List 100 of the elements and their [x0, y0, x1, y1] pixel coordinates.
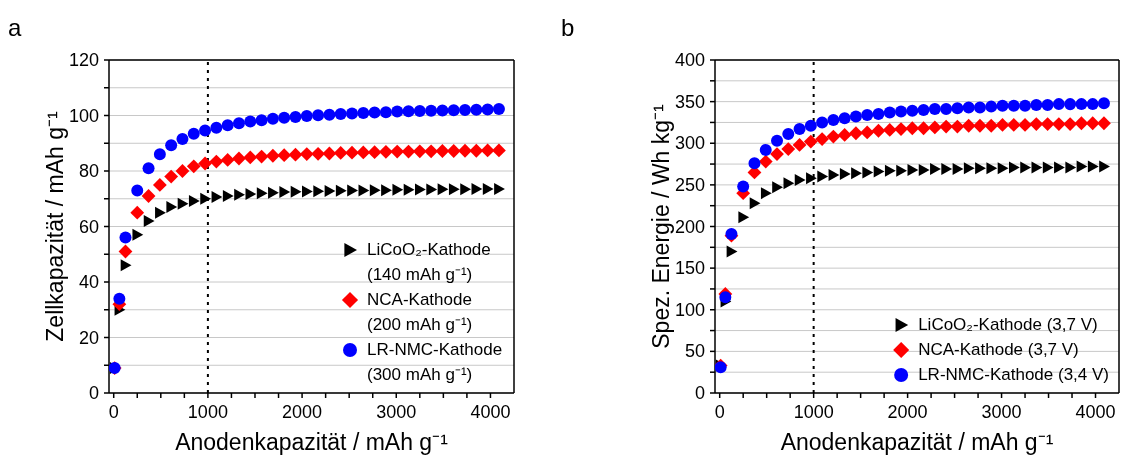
- point: [1064, 98, 1077, 111]
- x-tick-label: 1000: [793, 402, 834, 422]
- point: [210, 121, 223, 134]
- point: [783, 177, 795, 190]
- point: [815, 132, 830, 146]
- point: [927, 120, 942, 135]
- point: [186, 159, 201, 174]
- point: [299, 147, 314, 161]
- y-tick-label: 20: [78, 327, 99, 348]
- x-tick-label: 3000: [981, 402, 1022, 422]
- point: [928, 103, 941, 116]
- point: [402, 105, 415, 118]
- point: [872, 108, 885, 121]
- point: [759, 143, 772, 156]
- point: [187, 127, 200, 140]
- point: [1052, 98, 1065, 111]
- point: [882, 123, 897, 137]
- point: [1065, 161, 1077, 174]
- point: [290, 185, 302, 198]
- point: [198, 156, 212, 171]
- point: [311, 146, 325, 161]
- x-axis-title: Anodenkapazität / mAh g⁻¹: [175, 429, 449, 455]
- point: [448, 183, 460, 196]
- point: [345, 145, 359, 160]
- legend-label: LiCoO₂-Kathode (3,7 V): [918, 314, 1098, 336]
- point: [1020, 161, 1032, 174]
- point: [849, 126, 863, 141]
- point: [737, 180, 750, 193]
- point: [995, 118, 1010, 132]
- point: [827, 113, 840, 126]
- x-tick-label: 2000: [887, 402, 928, 422]
- point: [152, 177, 167, 192]
- point: [222, 189, 234, 202]
- point: [379, 106, 392, 119]
- point: [1041, 98, 1054, 111]
- point: [324, 184, 336, 197]
- point: [986, 162, 998, 175]
- point: [975, 162, 986, 175]
- point: [447, 104, 460, 117]
- point: [1076, 160, 1088, 173]
- point: [289, 110, 302, 123]
- point: [916, 121, 931, 136]
- point: [1099, 160, 1110, 173]
- x-axis-title: Anodenkapazität / mAh g⁻¹: [780, 429, 1054, 455]
- point: [906, 104, 919, 117]
- point: [1040, 117, 1055, 131]
- point: [871, 123, 886, 138]
- point: [907, 163, 919, 176]
- point: [849, 110, 862, 123]
- point: [469, 143, 484, 158]
- point: [175, 164, 190, 178]
- point: [391, 105, 404, 118]
- point: [460, 183, 472, 196]
- point: [199, 124, 212, 137]
- point: [390, 144, 405, 159]
- legend-label: LiCoO₂-Kathode (140 mAh g⁻¹): [367, 239, 492, 286]
- point: [301, 185, 313, 198]
- point: [1054, 161, 1065, 174]
- x-tick-label: 4000: [470, 402, 511, 422]
- point: [392, 183, 404, 196]
- point: [335, 184, 347, 197]
- y-tick-label: 40: [78, 272, 99, 292]
- point: [760, 187, 772, 200]
- point: [132, 228, 144, 241]
- point: [1074, 116, 1089, 131]
- y-tick-label: 100: [68, 105, 99, 126]
- point: [356, 145, 371, 160]
- point: [165, 139, 178, 152]
- point: [300, 110, 313, 123]
- point: [952, 163, 964, 176]
- x-tick-label: 1000: [187, 402, 228, 422]
- point: [245, 188, 257, 201]
- point: [333, 146, 348, 160]
- point: [426, 183, 438, 196]
- point: [368, 106, 381, 119]
- point: [436, 104, 449, 117]
- point: [220, 153, 235, 167]
- point: [130, 205, 145, 220]
- legend-label: LR-NMC-Kathode (3,4 V): [918, 364, 1109, 386]
- point: [1097, 116, 1111, 131]
- point: [738, 211, 750, 224]
- point: [781, 142, 796, 156]
- point: [211, 191, 223, 204]
- point: [313, 185, 325, 198]
- point: [1031, 161, 1043, 174]
- point: [1019, 99, 1032, 112]
- legend-label: LR-NMC-Kathode (300 mAh g⁻¹): [367, 339, 504, 386]
- point: [234, 188, 245, 201]
- x-tick-label: 2000: [282, 402, 323, 422]
- y-tick-label: 200: [674, 216, 705, 237]
- point: [861, 108, 874, 121]
- point: [288, 147, 303, 162]
- point: [143, 214, 155, 227]
- point: [826, 129, 841, 144]
- point: [794, 173, 806, 186]
- y-tick-label: 350: [674, 91, 705, 112]
- point: [1029, 117, 1044, 131]
- point: [494, 183, 505, 196]
- point: [860, 125, 875, 140]
- point: [492, 103, 505, 116]
